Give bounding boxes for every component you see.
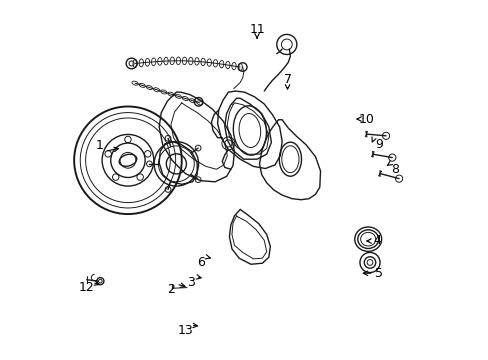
Text: 4: 4 <box>372 234 380 247</box>
Text: 12: 12 <box>79 281 94 294</box>
Text: 3: 3 <box>186 276 194 289</box>
Text: 10: 10 <box>358 113 374 126</box>
Text: 13: 13 <box>177 324 193 337</box>
Text: 8: 8 <box>390 163 398 176</box>
Text: 2: 2 <box>167 283 175 296</box>
Text: 9: 9 <box>374 138 382 150</box>
Text: 5: 5 <box>374 267 382 280</box>
Text: 11: 11 <box>249 23 264 36</box>
Text: 6: 6 <box>197 256 205 269</box>
Text: 1: 1 <box>95 139 103 152</box>
Text: 7: 7 <box>283 73 291 86</box>
